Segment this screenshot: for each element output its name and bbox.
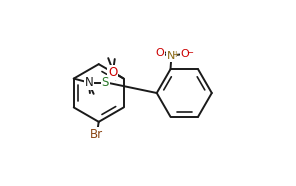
Text: S: S <box>102 76 109 89</box>
Text: N: N <box>85 76 93 89</box>
Text: O: O <box>155 48 164 58</box>
Text: O: O <box>181 49 189 59</box>
Text: +: + <box>172 50 179 59</box>
Text: −: − <box>186 48 193 57</box>
Text: O: O <box>108 66 118 78</box>
Text: N: N <box>167 51 176 61</box>
Text: Br: Br <box>90 128 103 141</box>
